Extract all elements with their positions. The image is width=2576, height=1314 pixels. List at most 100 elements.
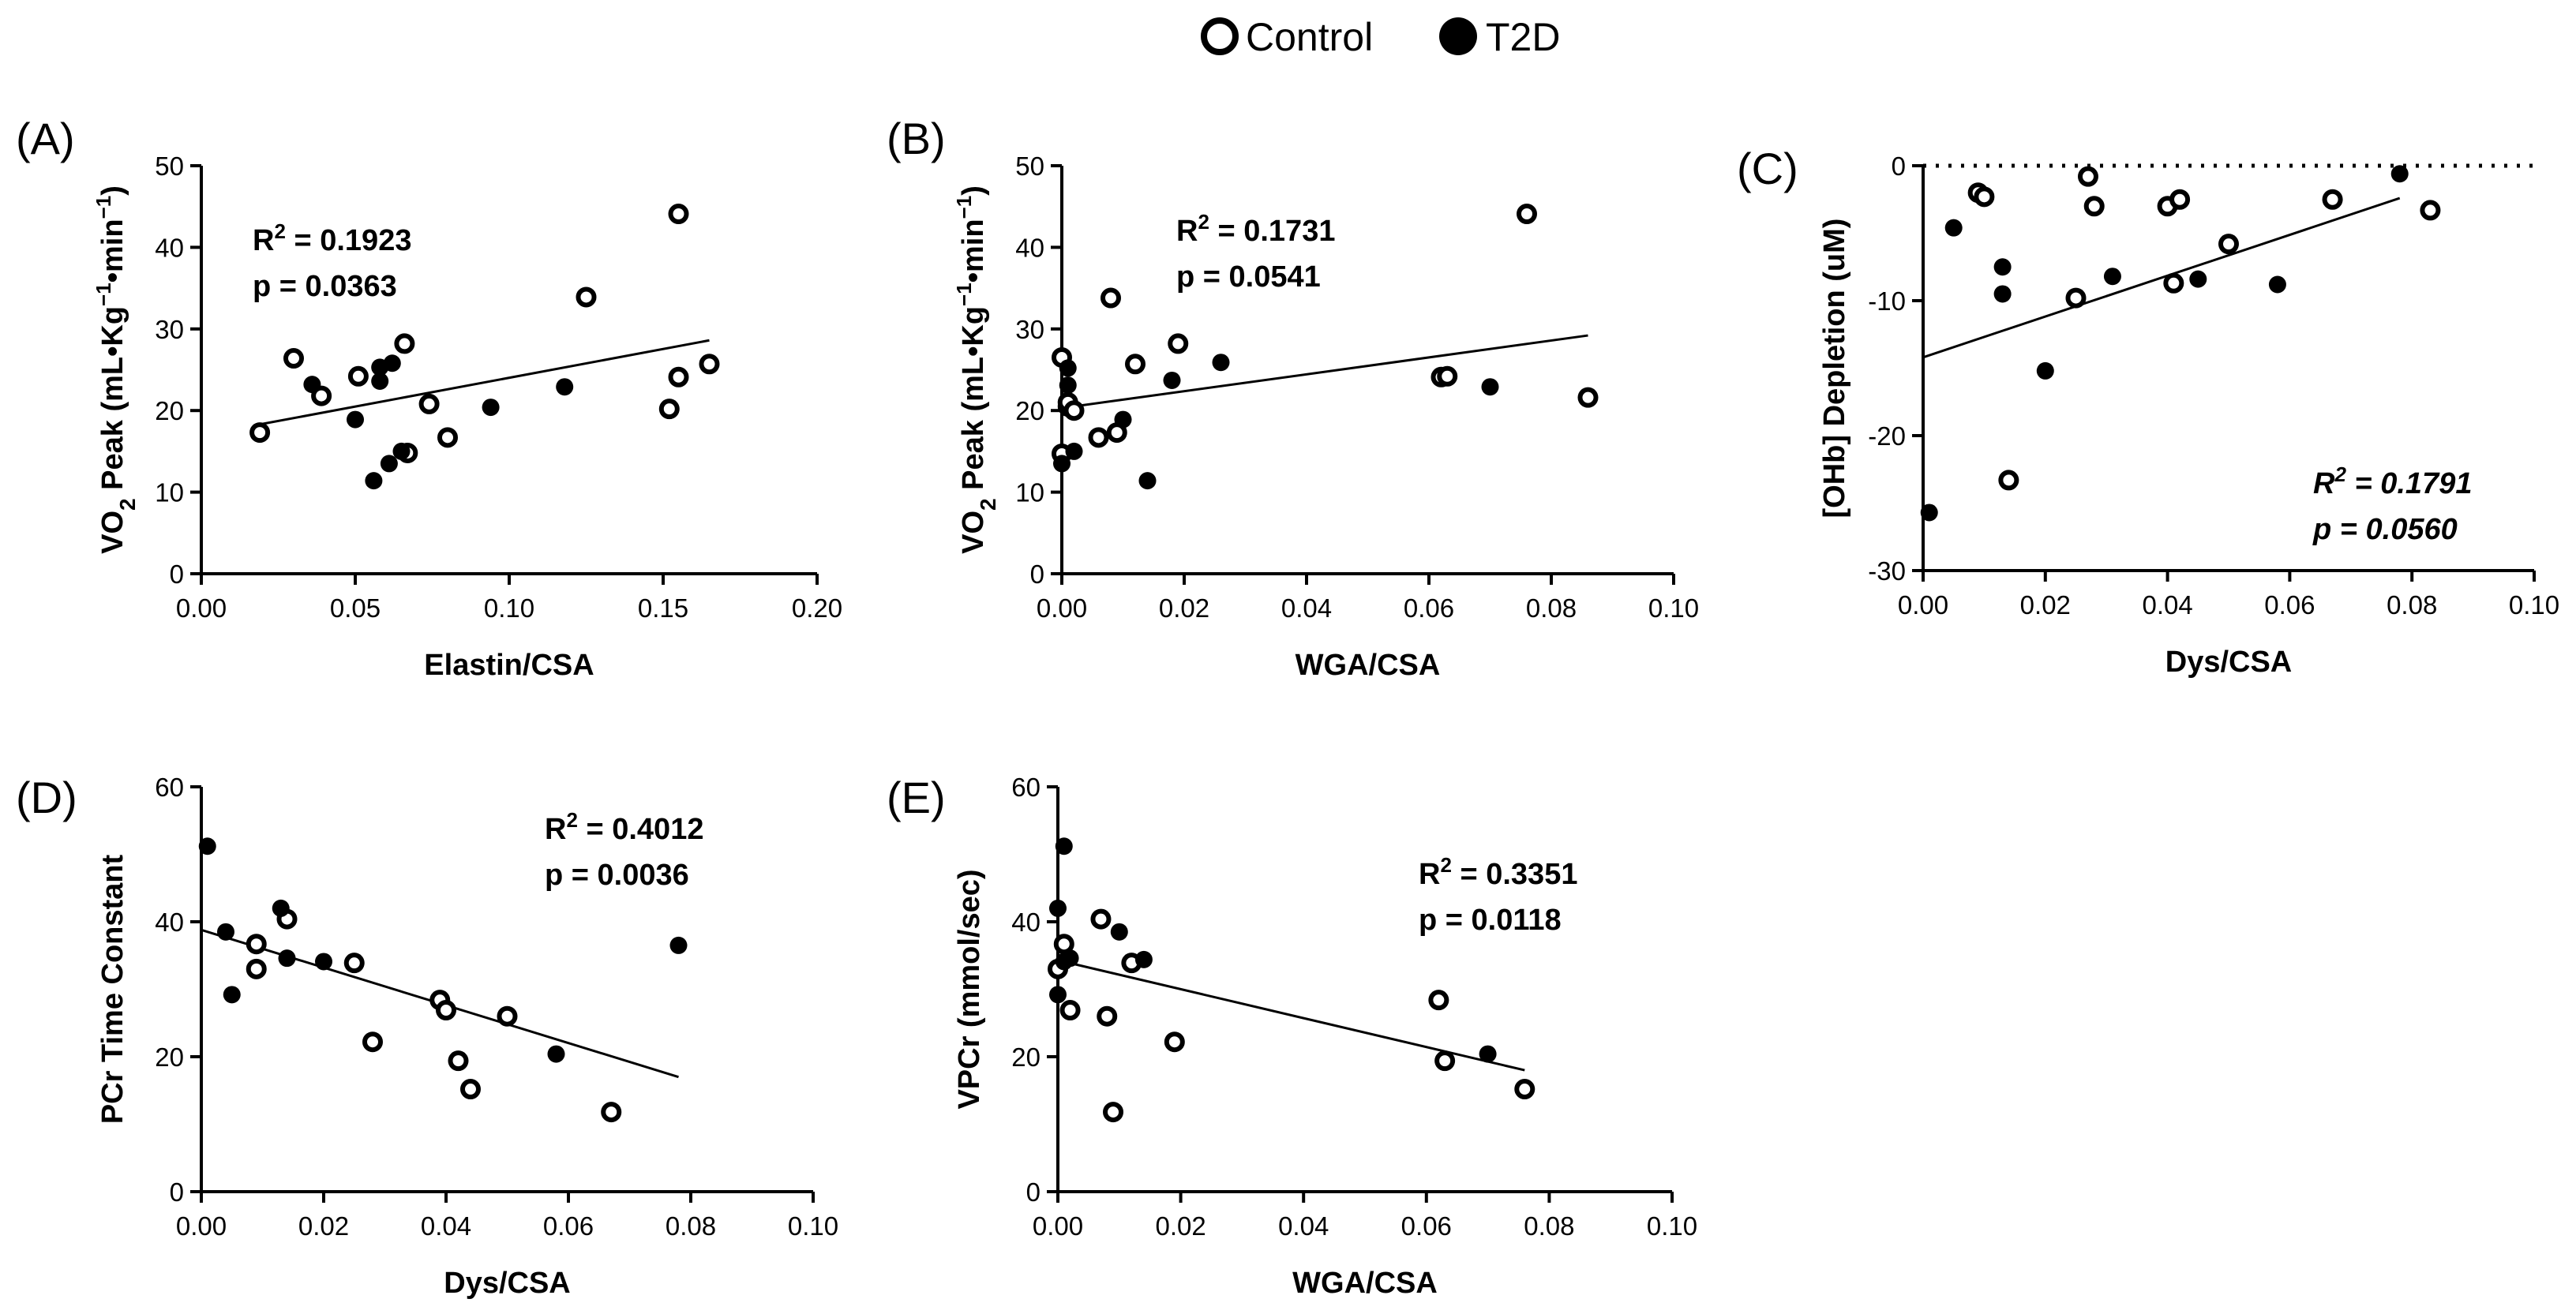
y-tick-label: 0 [170,560,184,589]
r-squared-label: R2 = 0.1731 [1176,210,1335,248]
control-point [699,354,720,375]
legend-control-label: Control [1246,15,1373,59]
y-tick-label: 0 [1030,560,1044,589]
t2d-point [278,949,296,968]
control-point [1088,427,1109,448]
y-axis-label: VO2 Peak (mL•Kg−1•min−1) [92,185,140,554]
control-point [1101,287,1121,309]
p-value-label: p = 0.0036 [545,859,689,892]
t2d-point [2103,268,2121,286]
control-point [668,204,689,225]
x-axis-label: WGA/CSA [1292,1267,1438,1300]
x-tick-label: 0.02 [298,1211,349,1241]
p-value-label: p = 0.0118 [1419,904,1562,937]
x-tick-label: 0.02 [2020,590,2071,620]
x-tick-label: 0.08 [666,1211,716,1241]
control-point [1063,400,1085,421]
x-tick-label: 0.10 [1647,1211,1697,1241]
x-axis-label: Dys/CSA [2165,646,2293,679]
legend: Control T2D [1201,15,1560,59]
control-point [576,286,597,308]
y-tick-label: 50 [155,152,184,181]
panel-label: (C) [1737,144,1798,193]
x-tick-label: 0.08 [2387,590,2437,620]
control-point [1437,365,1458,387]
t2d-point [556,378,574,396]
t2d-point [1059,376,1077,395]
trendline [1922,197,2401,359]
y-tick-label: 40 [155,233,184,262]
t2d-point [1993,285,2012,303]
x-tick-label: 0.06 [2264,590,2315,620]
t2d-point [1481,378,1499,396]
t2d-point [198,837,216,855]
y-tick-label: 40 [155,908,184,937]
control-point [1059,1000,1081,1021]
panel-label: (B) [887,114,946,163]
t2d-point [2390,165,2409,183]
r-squared-label: R2 = 0.4012 [545,808,703,846]
y-tick-label: -10 [1868,286,1906,316]
t2d-point [669,936,688,954]
y-tick-label: 40 [1015,233,1044,262]
x-tick-label: 0.02 [1155,1211,1206,1241]
x-tick-label: 0.10 [484,593,534,623]
x-tick-label: 0.00 [176,593,227,623]
control-point [2163,272,2184,294]
control-point [2065,287,2087,309]
t2d-point [1110,923,1128,941]
control-point [1974,186,1995,208]
t2d-point [1059,359,1077,377]
control-point [1090,908,1112,930]
y-tick-label: 0 [1892,152,1906,181]
t2d-point [1065,442,1083,460]
control-point [246,958,267,979]
t2d-point [1479,1045,1497,1063]
control-point [1514,1079,1535,1100]
x-tick-label: 0.08 [1524,1211,1574,1241]
t2d-point [482,399,500,417]
y-axis-label: PCr Time Constant [96,854,129,1124]
panel-label: (E) [887,773,946,822]
p-value-label: p = 0.0560 [2312,513,2458,546]
y-tick-label: 20 [1015,396,1044,425]
y-tick-label: 60 [1011,773,1041,802]
x-tick-label: 0.08 [1526,593,1577,623]
x-tick-label: 0.05 [330,593,381,623]
chart-panel-1: (A) 0.00 0.05 0.10 0.15 0.20 0 10 20 30 40 50 Elasti… [16,114,842,682]
x-tick-label: 0.00 [1037,593,1087,623]
y-tick-label: 50 [1015,152,1044,181]
control-point [246,934,267,955]
t2d-point [2189,270,2207,288]
control-point [1125,354,1146,375]
control-point [283,348,304,369]
chart-panel-5: (E) 0.00 0.02 0.04 0.06 0.08 0.10 0 20 40 60 WGA/CS… [887,773,1697,1300]
t2d-point [1049,899,1067,917]
control-point [2322,189,2343,210]
p-value-label: p = 0.0363 [253,270,397,303]
control-point [1434,1050,1456,1072]
y-tick-label: 0 [170,1177,184,1207]
y-axis-label: VPCr (mmol/sec) [953,869,986,1109]
panel-label: (A) [16,114,75,163]
t2d-point [223,986,241,1004]
x-tick-label: 0.02 [1159,593,1209,623]
x-tick-label: 0.04 [2142,590,2192,620]
control-point [2083,196,2105,217]
t2d-point [1944,219,1963,237]
chart-panel-3: (C) 0.00 0.02 0.04 0.06 0.08 0.10 -30 -20 -10 0 Dys… [1737,144,2559,679]
y-tick-label: 30 [155,315,184,344]
t2d-point [547,1045,565,1063]
control-point [418,393,440,414]
control-point [601,1102,622,1123]
t2d-point [2268,275,2286,294]
y-tick-label: -20 [1868,421,1906,451]
t2d-point [383,354,401,372]
y-axis-label: VO2 Peak (mL•Kg−1•min−1) [952,185,1000,554]
x-tick-label: 0.15 [638,593,688,623]
t2d-point [392,442,411,460]
t2d-point [1114,410,1132,429]
chart-panel-2: (B) 0.00 0.02 0.04 0.06 0.08 0.10 0 10 20 30 40 50 WG… [887,114,1699,682]
legend-t2d-label: T2D [1486,15,1560,59]
control-point [2420,200,2441,221]
